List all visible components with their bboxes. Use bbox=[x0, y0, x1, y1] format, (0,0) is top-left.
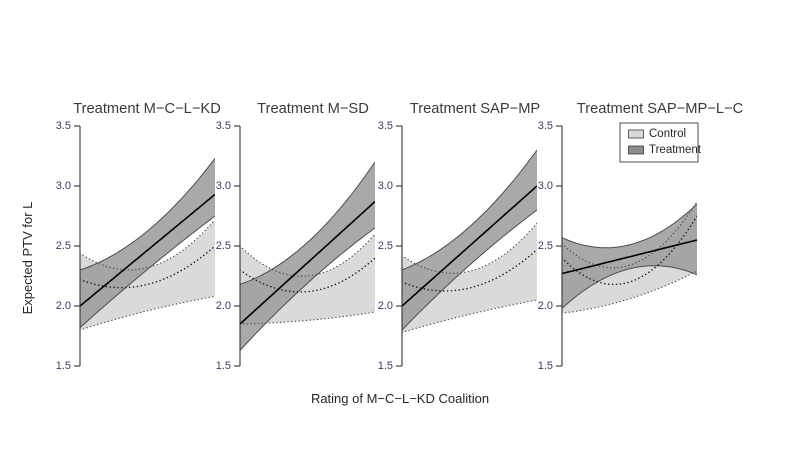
svg-text:3.5: 3.5 bbox=[216, 120, 231, 132]
svg-text:1.5: 1.5 bbox=[56, 360, 71, 372]
svg-text:3.5: 3.5 bbox=[538, 120, 553, 132]
svg-text:3.5: 3.5 bbox=[378, 120, 393, 132]
svg-text:2.0: 2.0 bbox=[216, 300, 231, 312]
svg-text:Treatment: Treatment bbox=[649, 144, 702, 156]
svg-text:2.5: 2.5 bbox=[56, 240, 71, 252]
svg-text:Treatment M−C−L−KD: Treatment M−C−L−KD bbox=[73, 101, 221, 117]
svg-text:3.0: 3.0 bbox=[216, 180, 231, 192]
svg-text:2.5: 2.5 bbox=[216, 240, 231, 252]
svg-text:2.0: 2.0 bbox=[538, 300, 553, 312]
svg-text:3.0: 3.0 bbox=[538, 180, 553, 192]
svg-text:3.0: 3.0 bbox=[378, 180, 393, 192]
svg-text:3.5: 3.5 bbox=[56, 120, 71, 132]
svg-text:2.0: 2.0 bbox=[378, 300, 393, 312]
svg-text:Treatment SAP−MP: Treatment SAP−MP bbox=[410, 101, 541, 117]
svg-text:Treatment SAP−MP−L−C: Treatment SAP−MP−L−C bbox=[577, 101, 744, 117]
svg-text:3.0: 3.0 bbox=[56, 180, 71, 192]
svg-text:1.5: 1.5 bbox=[378, 360, 393, 372]
svg-text:1.5: 1.5 bbox=[538, 360, 553, 372]
svg-text:Control: Control bbox=[649, 128, 686, 140]
svg-text:2.5: 2.5 bbox=[378, 240, 393, 252]
svg-text:Treatment M−SD: Treatment M−SD bbox=[257, 101, 369, 117]
svg-text:Rating of M−C−L−KD Coalition: Rating of M−C−L−KD Coalition bbox=[311, 391, 489, 406]
svg-text:2.5: 2.5 bbox=[538, 240, 553, 252]
svg-text:1.5: 1.5 bbox=[216, 360, 231, 372]
svg-text:Expected PTV for L: Expected PTV for L bbox=[20, 202, 35, 315]
svg-text:2.0: 2.0 bbox=[56, 300, 71, 312]
